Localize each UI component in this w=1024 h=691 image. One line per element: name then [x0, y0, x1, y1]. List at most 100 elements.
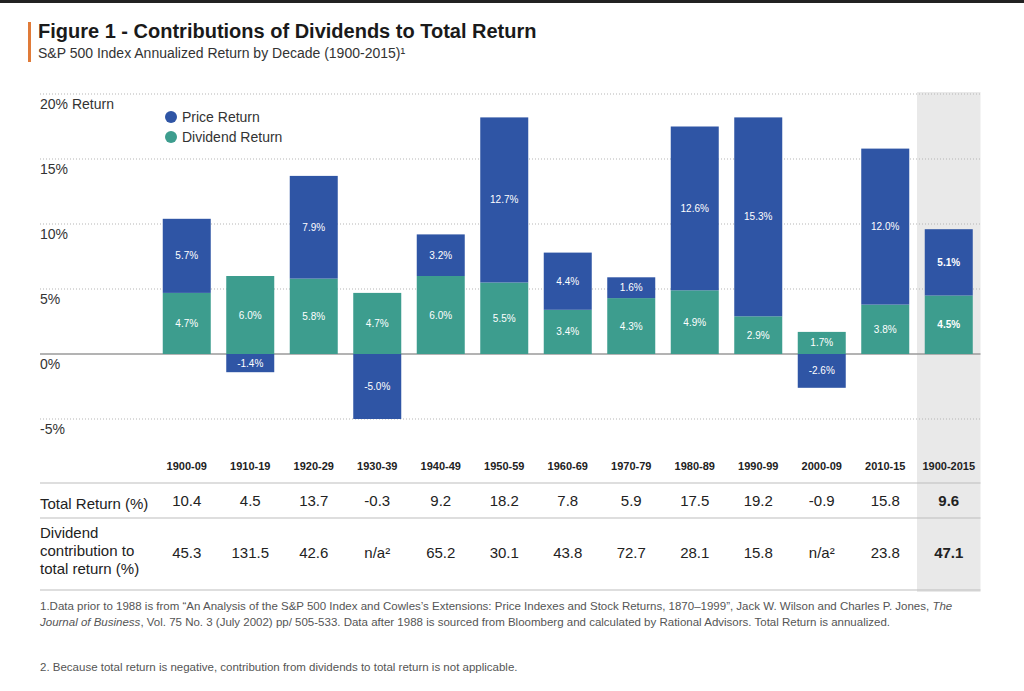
footnote: 1.Data prior to 1988 is from “An Analysi… — [40, 598, 984, 630]
data-label: 4.3% — [620, 321, 643, 332]
bar-segment — [417, 234, 465, 276]
bar-segment — [480, 283, 528, 355]
bar-segment — [861, 305, 909, 354]
y-tick-label: 10% — [40, 226, 68, 242]
bar-segment — [671, 290, 719, 354]
data-label: 6.0% — [429, 310, 452, 321]
table-cell: 9.2 — [430, 492, 451, 509]
data-labels: 4.7%6.0%5.8%4.7%6.0%5.5%3.4%4.3%4.9%2.9%… — [175, 194, 960, 392]
y-tick-label: 15% — [40, 161, 68, 177]
footnote: 2. Because total return is negative, con… — [40, 659, 984, 675]
data-label: 6.0% — [239, 310, 262, 321]
bar-segment — [163, 219, 211, 293]
x-tick-label: 2010-15 — [865, 460, 905, 472]
grid-line — [40, 94, 981, 95]
x-tick-label: 1900-09 — [167, 460, 207, 472]
table-rule — [40, 518, 981, 519]
table-cell: 18.2 — [490, 492, 519, 509]
bar-segment — [925, 229, 973, 295]
table-rule — [40, 483, 981, 484]
data-label: 4.4% — [556, 276, 579, 287]
bar-segment — [671, 127, 719, 291]
data-label: -5.0% — [364, 381, 390, 392]
footnote-text: 1.Data prior to 1988 is from “An Analysi… — [40, 600, 932, 612]
x-tick-label: 1940-49 — [421, 460, 461, 472]
table-cell: -0.9 — [809, 492, 835, 509]
table-row-label: Total Return (%) — [40, 495, 158, 513]
data-label: 5.8% — [302, 311, 325, 322]
bar-segment — [607, 277, 655, 298]
x-tick-label: 1910-19 — [230, 460, 270, 472]
bar-segment — [480, 117, 528, 282]
x-tick-label: 1950-59 — [484, 460, 524, 472]
table-cell: 15.8 — [744, 544, 773, 561]
bar-segment — [544, 253, 592, 310]
chart: -5%0%5%10%15%20% Return4.7%6.0%5.8%4.7%6… — [0, 0, 1024, 691]
accent-bar — [28, 22, 31, 62]
y-tick-label: 5% — [40, 291, 60, 307]
table-cell: 13.7 — [299, 492, 328, 509]
table-cell: 4.5 — [240, 492, 261, 509]
data-label: 5.1% — [937, 257, 960, 268]
table-cell: 131.5 — [231, 544, 269, 561]
table-cell: -0.3 — [364, 492, 390, 509]
x-tick-label: 1920-29 — [294, 460, 334, 472]
legend-swatch — [165, 131, 177, 143]
table-cell: 65.2 — [426, 544, 455, 561]
bar-segment — [226, 276, 274, 354]
data-label: 3.2% — [429, 250, 452, 261]
data-label: 15.3% — [744, 211, 772, 222]
data-label: 5.5% — [493, 313, 516, 324]
table-cell: 72.7 — [617, 544, 646, 561]
footnote-text: 2. Because total return is negative, con… — [40, 661, 518, 673]
x-tick-label: 1960-69 — [548, 460, 588, 472]
table-cell: 19.2 — [744, 492, 773, 509]
data-label: -1.4% — [237, 358, 263, 369]
bar-segment — [925, 296, 973, 355]
table-cell: 17.5 — [680, 492, 709, 509]
table-cell: 47.1 — [934, 544, 963, 561]
bar-segment — [798, 332, 846, 354]
bar-segment — [734, 117, 782, 316]
bar-segment — [798, 354, 846, 388]
data-label: 4.7% — [366, 318, 389, 329]
highlight-column — [917, 92, 981, 592]
x-tick-label: 1970-79 — [611, 460, 651, 472]
data-label: 7.9% — [302, 222, 325, 233]
data-label: 12.7% — [490, 194, 518, 205]
data-label: 12.6% — [681, 203, 709, 214]
table-cell: 15.8 — [871, 492, 900, 509]
table-cell: 9.6 — [938, 492, 959, 509]
legend-label: Price Return — [182, 109, 260, 125]
data-label: 1.6% — [620, 282, 643, 293]
y-tick-label: -5% — [40, 421, 65, 437]
title: Figure 1 - Contributions of Dividends to… — [38, 20, 537, 43]
bar-segment — [226, 354, 274, 372]
data-label: 2.9% — [747, 330, 770, 341]
grid-line — [40, 419, 981, 420]
x-tick-label: 1900-2015 — [922, 460, 975, 472]
bar-segment — [417, 276, 465, 354]
data-label: 4.9% — [683, 317, 706, 328]
table-cell: 10.4 — [172, 492, 201, 509]
data-label: 5.7% — [175, 250, 198, 261]
table-cell: 43.8 — [553, 544, 582, 561]
table-row-label: Dividend contribution to total return (%… — [40, 524, 158, 578]
table-cell: n/a² — [809, 544, 835, 561]
data-label: 1.7% — [810, 337, 833, 348]
table-cell: 28.1 — [680, 544, 709, 561]
bar-segment — [353, 354, 401, 419]
data-label: 4.7% — [175, 318, 198, 329]
x-tick-label: 1980-89 — [675, 460, 715, 472]
data-label: 3.8% — [874, 324, 897, 335]
y-tick-label: 20% Return — [40, 96, 114, 112]
table-cell: 7.8 — [557, 492, 578, 509]
bar-segment — [607, 298, 655, 354]
data-label: -2.6% — [809, 365, 835, 376]
x-tick-label: 1930-39 — [357, 460, 397, 472]
table-cell: 42.6 — [299, 544, 328, 561]
table-cell: 30.1 — [490, 544, 519, 561]
bar-segment — [544, 310, 592, 354]
x-tick-label: 1990-99 — [738, 460, 778, 472]
table-cell: 45.3 — [172, 544, 201, 561]
